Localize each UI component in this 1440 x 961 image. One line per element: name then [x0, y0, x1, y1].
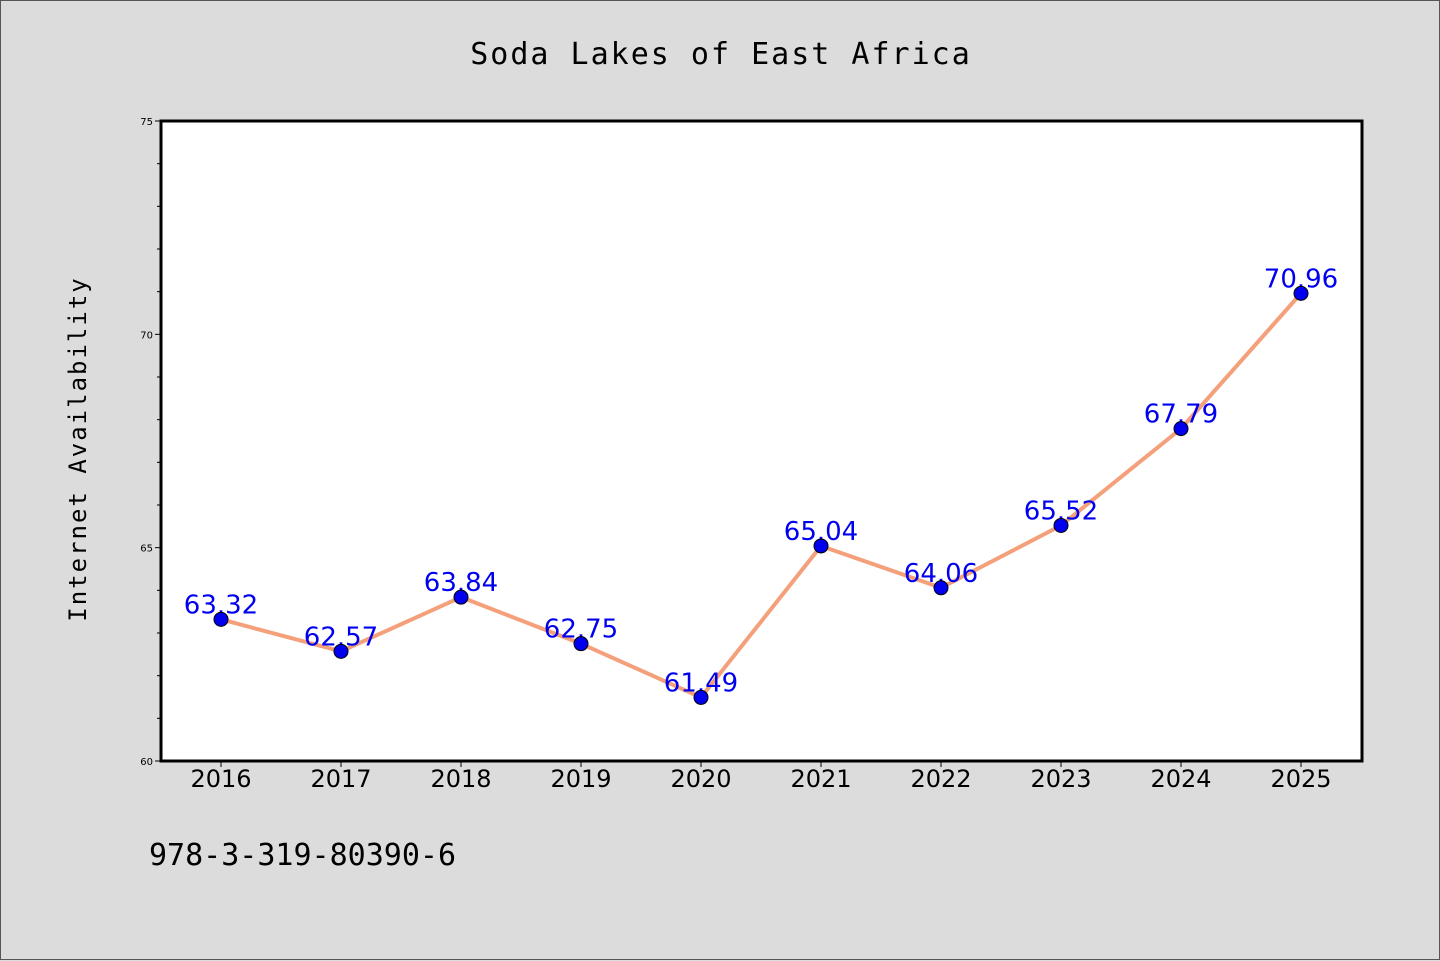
data-point: [333, 643, 349, 659]
y-axis-label: Internet Availability: [64, 276, 92, 621]
plot-area: [159, 119, 1364, 763]
data-point: [693, 689, 709, 705]
x-tick-label: 2016: [190, 765, 251, 793]
x-axis-ticks: 2016 2017 2018 2019 2020 2021 2022 2023 2024 2025: [190, 761, 1332, 793]
data-point: [1173, 421, 1189, 437]
data-point: [813, 538, 829, 554]
x-tick-label: 2017: [310, 765, 371, 793]
data-point: [453, 589, 469, 605]
chart-title: Soda Lakes of East Africa: [470, 37, 972, 72]
x-tick-label: 2018: [430, 765, 491, 793]
data-point: [933, 580, 949, 596]
x-tick-label: 2022: [910, 765, 971, 793]
y-tick-label: 75: [140, 117, 153, 128]
series-group: 63.3262.5763.8462.7561.4965.0464.0665.52…: [184, 264, 1338, 705]
y-tick-label: 60: [140, 757, 153, 768]
footer-isbn: 978-3-319-80390-6: [149, 838, 456, 873]
y-tick-label: 70: [140, 330, 153, 341]
x-tick-label: 2021: [790, 765, 851, 793]
x-tick-label: 2025: [1270, 765, 1331, 793]
y-axis-ticks: 60 65 70 75: [140, 117, 161, 768]
y-tick-label: 65: [140, 544, 153, 555]
x-tick-label: 2024: [1150, 765, 1211, 793]
x-tick-label: 2019: [550, 765, 611, 793]
data-point: [213, 611, 229, 627]
series-line: [220, 292, 1303, 700]
data-point: [573, 636, 589, 652]
x-tick-label: 2023: [1030, 765, 1091, 793]
data-point: [1293, 285, 1309, 301]
x-tick-label: 2020: [670, 765, 731, 793]
data-point: [1053, 517, 1069, 533]
